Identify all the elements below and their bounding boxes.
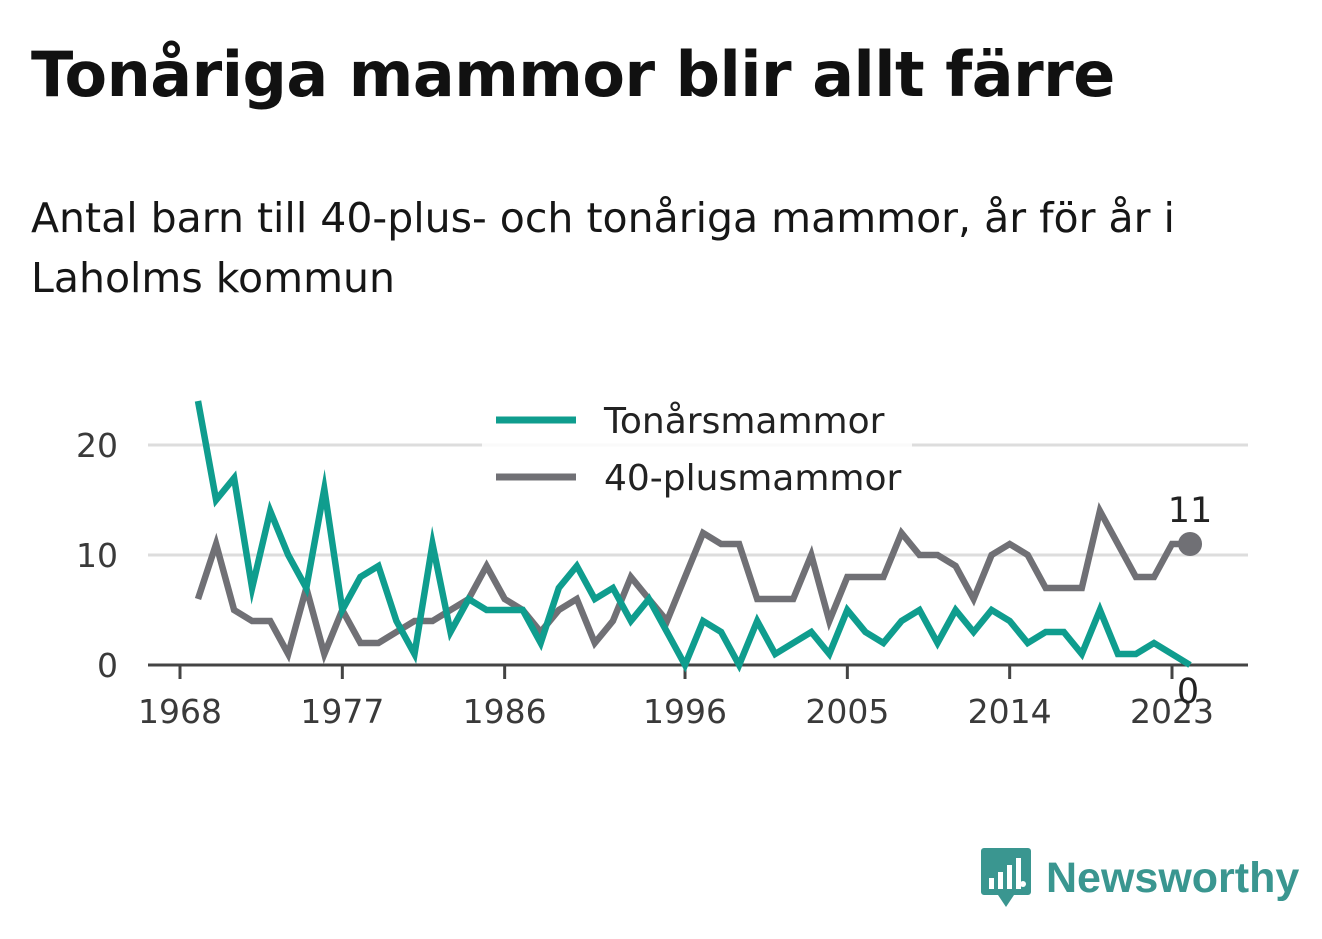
end-label-tonarsmammor: 0: [1177, 672, 1199, 712]
y-tick-label: 0: [97, 646, 118, 685]
x-tick-label: 2014: [968, 692, 1052, 731]
x-tick-label: 1996: [643, 692, 727, 731]
page-subtitle: Antal barn till 40-plus- och tonåriga ma…: [31, 194, 1175, 302]
legend: Tonårsmammor 40-plusmammor: [482, 398, 912, 518]
brand-name: Newsworthy: [1046, 853, 1300, 902]
end-point-40-plus: [1178, 532, 1203, 556]
newsworthy-logo-icon: [981, 848, 1031, 907]
x-tick-label: 2023: [1130, 692, 1214, 731]
page-title: Tonåriga mammor blir allt färre: [31, 38, 1115, 111]
line-chart: 0 10 20 1968 1977 1986 1996 2005 2014 2023 11 0 To…: [76, 398, 1248, 731]
series-lines: [194, 400, 1192, 673]
series-line-tonarsmammor: [194, 400, 1192, 673]
x-tick-label: 1977: [300, 692, 384, 731]
end-label-40-plus: 11: [1168, 491, 1213, 531]
x-tick-label: 1968: [138, 692, 222, 731]
x-tick-label: 1986: [463, 692, 547, 731]
legend-label: Tonårsmammor: [603, 401, 885, 442]
series-line-fortyplus: [194, 501, 1190, 665]
y-tick-label: 20: [76, 426, 118, 465]
legend-label: 40-plusmammor: [604, 458, 902, 499]
end-labels: 11 0: [1168, 491, 1213, 712]
newsworthy-brand[interactable]: Newsworthy: [980, 846, 1299, 910]
y-tick-label: 10: [76, 536, 118, 575]
x-tick-label: 2005: [805, 692, 889, 731]
